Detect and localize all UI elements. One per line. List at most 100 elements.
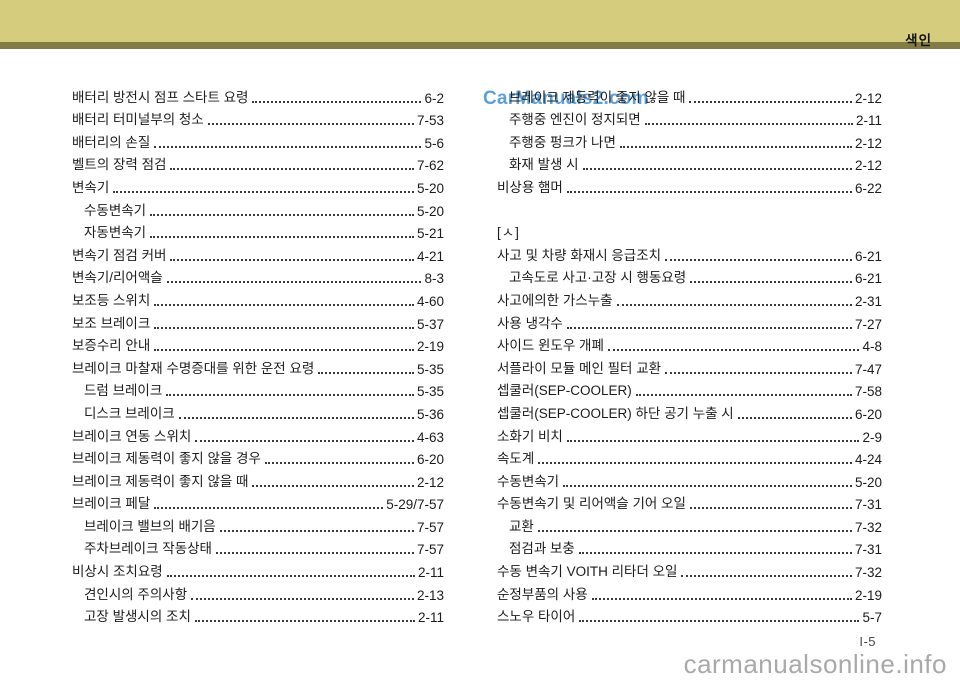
index-entry-page: 2-9 [862,429,882,445]
index-entry: 보조등 스위치 4-60 [72,289,444,312]
index-entry-label: 점검과 보충 [509,541,575,557]
index-entry-page: 4-8 [862,339,882,355]
index-entry-label: 사용 냉각수 [497,315,563,331]
index-entry: 서플라이 모듈 메인 필터 교환 7-47 [497,357,882,380]
index-entry: 스노우 타이어 5-7 [497,606,882,629]
index-entry: 변속기/리어액슬 8-3 [72,267,444,290]
index-entry-page: 5-35 [416,361,444,377]
index-entry: 수동변속기 및 리어액슬 기어 오일 7-31 [497,493,882,516]
index-entry: 고속도로 사고·고장 시 행동요령 6-21 [497,267,882,290]
index-entry-label: 비상시 조치요령 [72,564,163,580]
index-entry-label: 브레이크 연동 스위치 [72,428,192,444]
index-entry: 소화기 비치 2-9 [497,425,882,448]
index-entry-label: 브레이크 밸브의 배기음 [84,518,216,534]
index-entry: 수동변속기 5-20 [72,199,444,222]
index-entry: 순정부품의 사용 2-19 [497,583,882,606]
dotted-leader [635,394,852,397]
dotted-leader [665,258,852,261]
dotted-leader [644,123,853,126]
index-entry-label: 벨트의 장력 점검 [72,157,167,173]
index-entry-label: 수동 변속기 VOITH 리타더 오일 [497,564,678,580]
index-entry: 배터리 터미널부의 청소 7-53 [72,109,444,132]
index-entry-label: 배터리의 손질 [72,134,151,150]
index-entry-page: 7-57 [416,542,444,558]
index-entry-label: 주차브레이크 작동상태 [84,541,212,557]
index-entry-page: 2-12 [854,135,882,151]
dotted-leader [264,462,414,465]
dotted-leader [154,349,414,352]
index-entry-label: 브레이크 제동력이 좋지 않을 때 [72,473,249,489]
index-entry-label: 수동변속기 및 리어액슬 기어 오일 [497,496,686,512]
dotted-leader [166,281,422,284]
index-entry-page: 4-21 [416,248,444,264]
index-entry: 속도계 4-24 [497,448,882,471]
index-entry-page: 5-6 [424,135,444,151]
dotted-leader [150,213,414,216]
index-entry: 보조 브레이크 5-37 [72,312,444,335]
index-entry: 브레이크 페달 5-29/7-57 [72,493,444,516]
index-entry-page: 5-20 [416,203,444,219]
dotted-leader [170,258,414,261]
index-entry: 고장 발생시의 조치 2-11 [72,606,444,629]
index-entry-page: 7-62 [416,158,444,174]
index-entry: 사이드 윈도우 개폐 4-8 [497,335,882,358]
dotted-leader [219,529,414,532]
index-entry-label: 속도계 [497,451,535,467]
index-entry-label: 사이드 윈도우 개폐 [497,338,604,354]
index-entry-label: 순정부품의 사용 [497,586,588,602]
dotted-leader [665,371,852,374]
index-entry-page: 4-63 [416,429,444,445]
index-entry-page: 7-31 [854,542,882,558]
index-entry-page: 2-19 [416,339,444,355]
index-entry-page: 7-53 [416,113,444,129]
index-entry-label: 주행중 펑크가 나면 [509,134,616,150]
index-entry: 브레이크 제동력이 좋지 않을 경우 6-20 [72,448,444,471]
dotted-leader [619,145,852,148]
index-entry: 주행중 엔진이 정지되면 2-11 [497,109,882,132]
header-band: 색인 [0,0,960,49]
index-column-left: 배터리 방전시 점프 스타트 요령 6-2 배터리 터미널부의 청소 7-53 배터리의… [72,86,444,628]
dotted-leader [538,462,852,465]
index-entry-label: 디스크 브레이크 [84,405,175,421]
index-entry-page: 7-58 [854,384,882,400]
index-entry-page: 7-57 [416,519,444,535]
dotted-leader [207,123,414,126]
index-entry: 셉쿨러(SEP-COOLER) 하단 공기 누출 시 6-20 [497,402,882,425]
index-entry: 디스크 브레이크 5-36 [72,402,444,425]
index-entry-page: 4-24 [854,452,882,468]
index-entry-label: 변속기 점검 커버 [72,247,167,263]
index-entry-label: 보증수리 안내 [72,338,151,354]
index-entry: 벨트의 장력 점검 7-62 [72,154,444,177]
index-entry: 견인시의 주의사항 2-13 [72,583,444,606]
index-entry-label: 셉쿨러(SEP-COOLER) 하단 공기 누출 시 [497,405,734,421]
index-entry-page: 6-20 [854,406,882,422]
index-entry: 점검과 보충 7-31 [497,538,882,561]
index-entry-page: 5-21 [416,226,444,242]
index-entry-label: 교환 [509,518,534,534]
index-entry-page: 7-32 [854,519,882,535]
index-entry-label: 보조등 스위치 [72,292,151,308]
dotted-leader [170,168,414,171]
dotted-leader [578,552,852,555]
index-entry: 브레이크 연동 스위치 4-63 [72,425,444,448]
index-entry-label: 화재 발생 시 [509,157,579,173]
index-entry-page: 5-20 [416,180,444,196]
page-title: 색인 [905,33,932,48]
index-entry: 배터리 방전시 점프 스타트 요령 6-2 [72,86,444,109]
index-entry-page: 5-36 [416,406,444,422]
dotted-leader [166,575,415,578]
dotted-leader [537,529,852,532]
index-entry-page: 4-60 [416,293,444,309]
index-entry-page: 2-13 [416,587,444,603]
dotted-leader [591,597,852,600]
index-column-right: 브레이크 제동력이 좋지 않을 때 2-12 주행중 엔진이 정지되면 2-11 주행중… [497,86,882,628]
index-entry: 화재 발생 시 2-12 [497,154,882,177]
index-entry-label: [ㅅ] [497,225,520,241]
index-entry-page: 6-2 [424,90,444,106]
index-entry-page: 6-20 [416,452,444,468]
index-entry-label: 브레이크 제동력이 좋지 않을 때 [509,89,686,105]
index-entry-page: 2-12 [854,90,882,106]
index-entry-page: 7-47 [854,361,882,377]
index-entry-label: 보조 브레이크 [72,315,151,331]
index-entry-label: 견인시의 주의사항 [84,586,188,602]
